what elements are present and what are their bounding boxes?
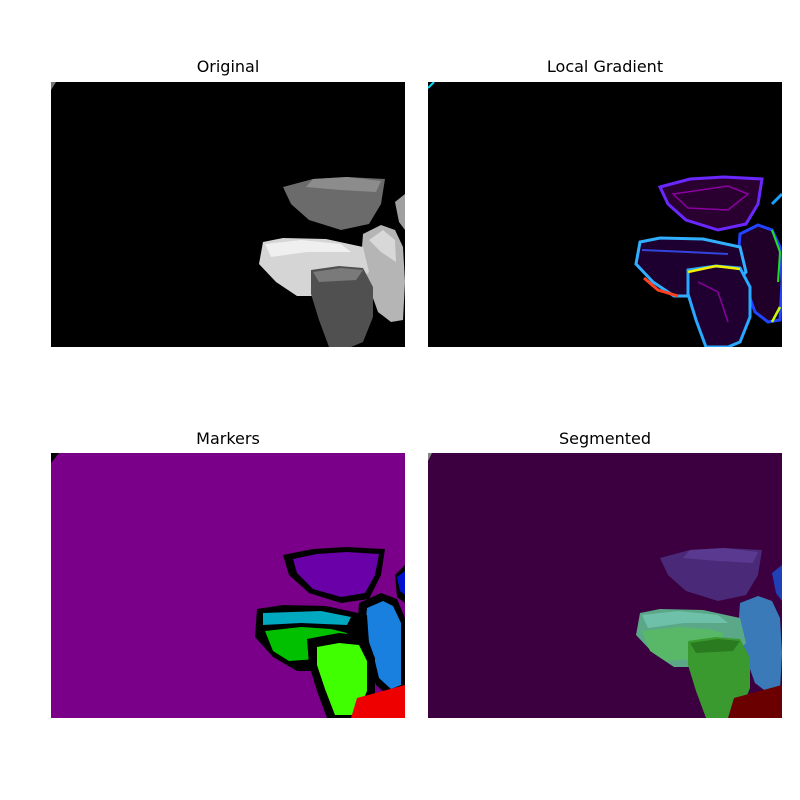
panel-markers: [51, 453, 405, 718]
markers-image: [51, 453, 405, 718]
original-image: [51, 82, 405, 347]
segmented-image: [428, 453, 782, 718]
panel-title-gradient: Local Gradient: [546, 57, 664, 76]
panel-title-markers: Markers: [196, 429, 260, 448]
panel-title-original: Original: [196, 57, 260, 76]
panel-original: [51, 82, 405, 347]
gradient-image: [428, 82, 782, 347]
panel-segmented: [428, 453, 782, 718]
panel-title-segmented: Segmented: [559, 429, 651, 448]
panel-gradient: [428, 82, 782, 347]
